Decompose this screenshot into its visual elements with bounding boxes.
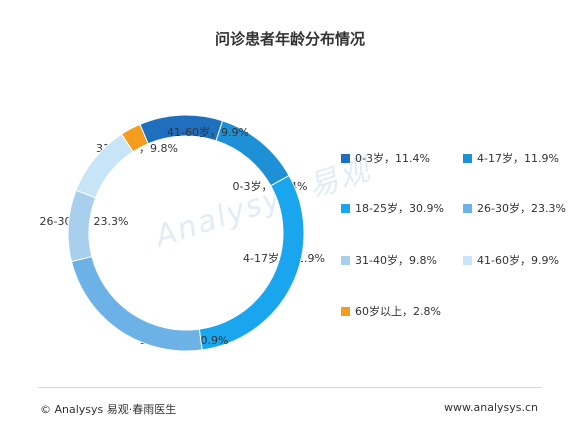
footer-website: www.analysys.cn bbox=[444, 401, 538, 414]
legend-item-4: 26-30岁，23.3% bbox=[463, 200, 566, 216]
donut-chart: 0-3岁，11.4%4-17岁，11.9%18-25岁，30.9%26-30岁，… bbox=[40, 114, 325, 352]
legend-label: 18-25岁，30.9% bbox=[355, 202, 444, 215]
legend-swatch bbox=[341, 153, 350, 163]
legend-item-3: 18-25岁，30.9% bbox=[341, 200, 444, 216]
legend-label: 4-17岁，11.9% bbox=[477, 152, 559, 165]
legend-label: 41-60岁，9.9% bbox=[477, 254, 559, 267]
slice-label-6: 41-60岁，9.9% bbox=[167, 125, 249, 139]
footer-copyright: © Analysys 易观·春雨医生 bbox=[40, 403, 177, 416]
legend-label: 0-3岁，11.4% bbox=[355, 152, 430, 165]
legend-item-1: 0-3岁，11.4% bbox=[341, 150, 430, 166]
footer-divider bbox=[38, 387, 542, 388]
legend-item-7: 60岁以上，2.8% bbox=[341, 303, 441, 319]
legend-item-2: 4-17岁，11.9% bbox=[463, 150, 559, 166]
legend-swatch bbox=[463, 255, 472, 265]
legend-label: 26-30岁，23.3% bbox=[477, 202, 566, 215]
donut-slice-7 bbox=[120, 123, 149, 153]
chart-title: 问诊患者年龄分布情况 bbox=[214, 30, 365, 48]
legend-label: 60岁以上，2.8% bbox=[355, 305, 441, 318]
donut-slice-4 bbox=[70, 255, 203, 352]
legend-item-6: 41-60岁，9.9% bbox=[463, 252, 559, 268]
legend-swatch bbox=[463, 153, 472, 163]
legend-label: 31-40岁，9.8% bbox=[355, 254, 437, 267]
legend-swatch bbox=[341, 306, 350, 316]
legend-swatch bbox=[341, 203, 350, 213]
legend-swatch bbox=[341, 255, 350, 265]
legend-item-5: 31-40岁，9.8% bbox=[341, 252, 437, 268]
legend-swatch bbox=[463, 203, 472, 213]
